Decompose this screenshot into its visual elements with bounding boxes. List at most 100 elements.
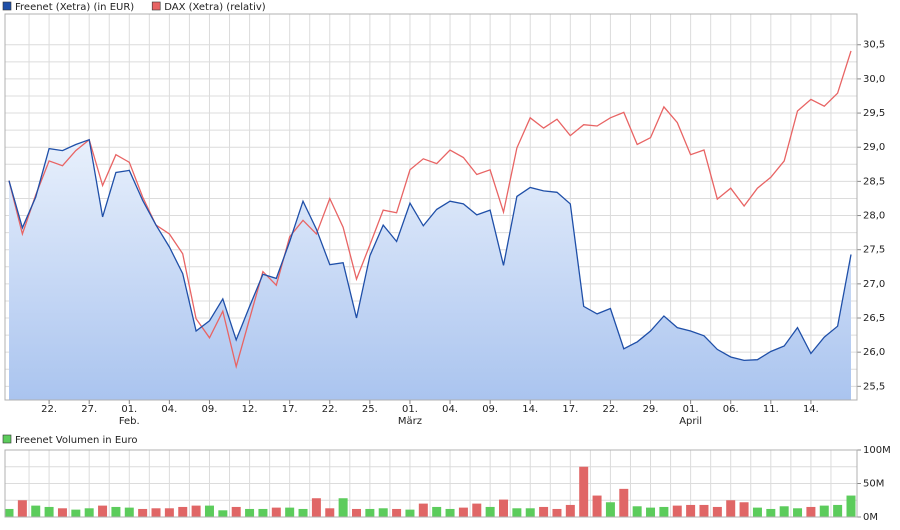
volume-bar	[779, 506, 789, 517]
volume-bar	[846, 495, 856, 517]
month-label: Feb.	[119, 416, 140, 427]
volume-bar	[191, 505, 201, 517]
volume-bar	[512, 508, 522, 517]
y-tick-label: 28,5	[863, 176, 885, 187]
volume-bar	[605, 502, 615, 517]
volume-bar	[298, 508, 308, 517]
volume-bar	[646, 507, 656, 517]
volume-bar	[57, 508, 67, 517]
y-tick-label: 0M	[863, 512, 878, 523]
y-tick-label: 26,0	[863, 347, 885, 358]
volume-bar	[659, 506, 669, 517]
volume-bar	[485, 506, 495, 517]
volume-bar	[766, 508, 776, 517]
volume-bar	[44, 506, 54, 517]
line	[8, 138, 852, 362]
volume-bar	[365, 508, 375, 517]
volume-bar	[565, 504, 575, 517]
volume-bar	[579, 466, 589, 517]
volume-bar	[31, 505, 41, 517]
legend-swatch	[2, 434, 12, 444]
volume-bar	[285, 507, 295, 517]
volume-bar	[311, 498, 321, 517]
volume-bar	[17, 500, 27, 517]
legend-label: Freenet Volumen in Euro	[15, 435, 137, 446]
volume-bar	[124, 507, 134, 517]
volume-bar	[686, 504, 696, 517]
x-tick-label: 14.	[522, 404, 538, 415]
plot-frame	[4, 449, 858, 518]
volume-bar	[4, 508, 14, 517]
x-tick-label: 12.	[242, 404, 258, 415]
x-tick-label: 14.	[803, 404, 819, 415]
y-tick-label: 25,5	[863, 381, 885, 392]
volume-bar	[204, 505, 214, 517]
x-tick-label: 09.	[202, 404, 218, 415]
volume-bar	[98, 505, 108, 517]
volume-bar	[672, 505, 682, 517]
volume-bar	[245, 508, 255, 517]
plot-frame	[4, 13, 858, 401]
volume-bar	[592, 495, 602, 517]
volume-bar	[392, 508, 402, 517]
x-tick-label: 17.	[282, 404, 298, 415]
volume-bar	[258, 508, 268, 517]
legend-swatch	[2, 1, 12, 11]
y-tick-label: 27,0	[863, 279, 885, 290]
line	[8, 50, 852, 370]
month-label: März	[398, 416, 422, 427]
x-tick-label: 27.	[81, 404, 97, 415]
volume-bar	[351, 508, 361, 517]
volume-bar	[178, 506, 188, 517]
volume-bar	[539, 506, 549, 517]
volume-bar	[726, 500, 736, 517]
x-tick-label: 22.	[602, 404, 618, 415]
volume-bar	[378, 508, 388, 517]
volume-bar	[752, 507, 762, 517]
x-tick-label: 17.	[562, 404, 578, 415]
x-tick-label: 22.	[322, 404, 338, 415]
volume-bar	[819, 505, 829, 517]
legend-swatch	[151, 1, 161, 11]
y-tick-label: 50M	[863, 479, 884, 490]
volume-bar	[739, 502, 749, 517]
legend-label: DAX (Xetra) (relativ)	[164, 2, 266, 13]
month-label: April	[679, 416, 702, 427]
area	[9, 139, 851, 400]
volume-bar	[218, 510, 228, 517]
x-tick-label: 04.	[442, 404, 458, 415]
volume-bar	[833, 504, 843, 517]
legend-label: Freenet (Xetra) (in EUR)	[15, 2, 134, 13]
y-tick-label: 30,0	[863, 74, 885, 85]
x-tick-label: 09.	[482, 404, 498, 415]
volume-bar	[151, 508, 161, 517]
x-tick-label: 06.	[723, 404, 739, 415]
volume-bar	[71, 509, 81, 517]
y-tick-label: 100M	[863, 445, 891, 456]
x-tick-label: 01.	[402, 404, 418, 415]
volume-bar	[458, 507, 468, 517]
volume-bar	[499, 499, 509, 517]
x-tick-label: 01.	[121, 404, 137, 415]
volume-bar	[712, 506, 722, 517]
volume-bar	[472, 503, 482, 517]
volume-bar	[231, 506, 241, 517]
y-tick-label: 27,5	[863, 245, 885, 256]
volume-bar	[552, 508, 562, 517]
volume-bar	[84, 508, 94, 517]
volume-bar	[338, 498, 348, 517]
x-tick-label: 22.	[41, 404, 57, 415]
y-tick-label: 28,0	[863, 211, 885, 222]
volume-bar	[271, 507, 281, 517]
x-tick-label: 04.	[161, 404, 177, 415]
volume-bar	[619, 488, 629, 517]
volume-bar	[138, 508, 148, 517]
volume-bar	[445, 508, 455, 517]
y-tick-label: 26,5	[863, 313, 885, 324]
volume-bar	[699, 504, 709, 517]
y-tick-label: 30,5	[863, 40, 885, 51]
x-tick-label: 11.	[763, 404, 779, 415]
volume-bar	[806, 506, 816, 517]
volume-bar	[418, 503, 428, 517]
